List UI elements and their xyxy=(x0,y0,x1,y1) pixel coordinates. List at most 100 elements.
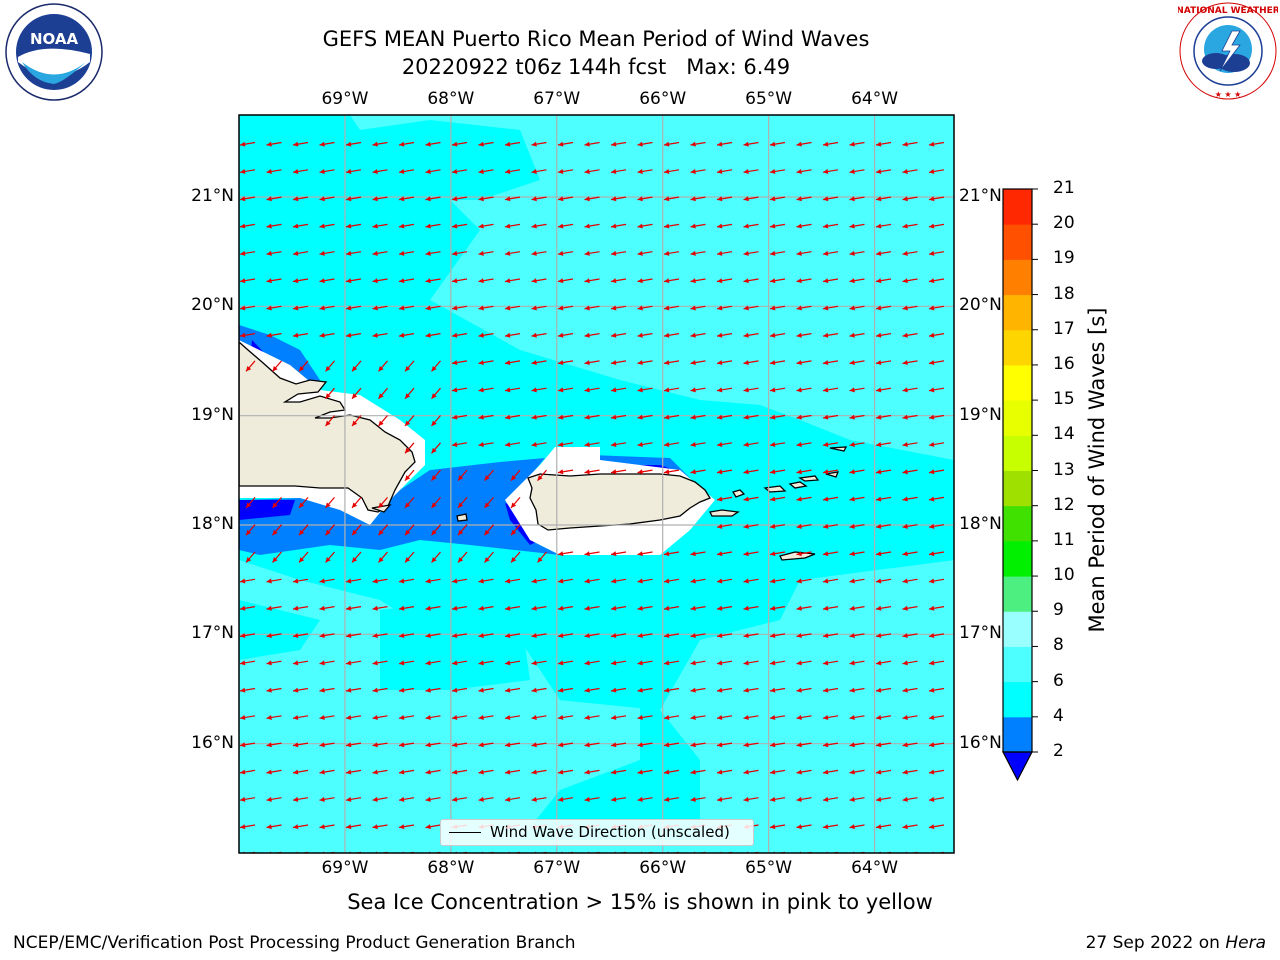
lon-tick-bottom: 66°W xyxy=(639,858,687,878)
wave-arrow xyxy=(239,305,256,311)
wave-arrow xyxy=(239,796,256,802)
wave-arrow xyxy=(398,687,415,693)
wave-arrow xyxy=(849,169,865,174)
wave-arrow xyxy=(902,496,918,502)
wave-arrow xyxy=(875,414,892,420)
wave-arrow xyxy=(584,442,600,447)
wave-arrow xyxy=(425,196,441,202)
wave-arrow xyxy=(584,769,600,775)
wave-arrow xyxy=(663,660,680,666)
wave-arrow xyxy=(266,169,282,174)
colorbar-tick-label: 15 xyxy=(1053,389,1075,410)
wave-arrow xyxy=(796,250,812,256)
wave-arrow xyxy=(266,715,282,720)
wave-arrow xyxy=(319,332,335,338)
wave-arrow xyxy=(272,360,282,372)
wave-arrow xyxy=(345,605,362,611)
wave-arrow xyxy=(478,660,494,666)
wave-arrow xyxy=(319,824,335,830)
wave-arrow xyxy=(637,469,653,475)
wave-arrow xyxy=(928,523,945,529)
wave-arrow xyxy=(610,469,627,475)
wave-arrow xyxy=(610,169,627,174)
wave-arrow xyxy=(292,196,309,202)
wave-arrow xyxy=(319,633,335,639)
wave-arrow xyxy=(425,824,441,830)
wave-arrow xyxy=(610,442,627,447)
wave-arrow xyxy=(637,332,653,338)
wave-arrow xyxy=(769,387,786,393)
wave-arrow xyxy=(584,551,600,557)
wave-arrow xyxy=(451,360,468,366)
wave-arrow xyxy=(478,141,494,147)
wave-arrow xyxy=(822,605,839,611)
wave-arrow xyxy=(239,605,256,611)
wave-arrow xyxy=(875,223,892,229)
wave-arrow xyxy=(610,578,627,584)
wave-arrow xyxy=(531,387,547,393)
wave-arrow xyxy=(849,605,865,611)
wave-arrow xyxy=(690,796,706,802)
wave-arrow xyxy=(637,169,653,174)
lon-tick-top: 64°W xyxy=(851,89,899,109)
wave-arrow xyxy=(425,250,441,256)
wave-arrow xyxy=(610,687,627,693)
wave-arrow xyxy=(425,141,441,147)
wave-arrow xyxy=(478,196,494,202)
wave-arrow xyxy=(716,660,733,666)
wave-arrow xyxy=(504,414,521,420)
wave-arrow xyxy=(372,169,388,174)
wave-arrow xyxy=(610,796,627,802)
wave-arrow xyxy=(796,169,812,174)
wave-arrow xyxy=(610,551,627,557)
wave-arrow xyxy=(478,633,494,639)
wave-arrow xyxy=(875,332,892,338)
wave-arrow xyxy=(531,169,547,174)
wave-arrow xyxy=(239,332,256,338)
colorbar xyxy=(1002,188,1038,782)
colorbar-tick-label: 17 xyxy=(1053,318,1075,339)
wave-arrow xyxy=(345,305,362,311)
wave-arrow xyxy=(510,497,521,509)
wave-arrow xyxy=(822,469,839,475)
wave-arrow xyxy=(875,687,892,693)
anegada-island xyxy=(829,446,848,452)
wave-arrow xyxy=(928,605,945,611)
wave-arrow xyxy=(451,742,468,748)
wave-arrow xyxy=(351,497,362,509)
wave-arrow xyxy=(531,578,547,584)
wave-arrow xyxy=(478,332,494,338)
wave-arrow xyxy=(663,605,680,611)
wave-arrow xyxy=(796,387,812,393)
colorbar-segment xyxy=(1003,540,1032,577)
wave-arrow xyxy=(637,360,653,366)
wave-arrow xyxy=(325,524,335,536)
wave-arrow xyxy=(743,687,759,693)
legend-line-swatch xyxy=(449,832,481,833)
wave-arrow xyxy=(928,496,945,502)
wave-arrow xyxy=(404,415,415,427)
wave-arrow xyxy=(372,141,388,147)
wave-arrow xyxy=(875,633,892,639)
wave-arrow xyxy=(292,742,309,748)
noaa-logo: NOAA xyxy=(5,3,103,101)
wave-arrow xyxy=(716,305,733,311)
wave-arrow xyxy=(902,769,918,775)
wave-arrow xyxy=(292,769,309,775)
wave-arrow xyxy=(743,250,759,256)
wave-arrow xyxy=(716,223,733,229)
wave-arrow xyxy=(743,141,759,147)
wave-arrow xyxy=(557,715,574,720)
footer-date: 27 Sep 2022 on Hera xyxy=(1086,933,1266,953)
wave-arrow xyxy=(372,769,388,775)
wave-arrow xyxy=(743,278,759,284)
wave-arrow xyxy=(849,141,865,147)
wave-arrow xyxy=(796,523,812,529)
wave-arrow xyxy=(372,332,388,338)
wave-arrow xyxy=(531,715,547,720)
wave-arrow xyxy=(266,687,282,693)
wave-arrow xyxy=(451,223,468,229)
wave-arrow xyxy=(245,524,256,536)
wave-arrow xyxy=(822,141,839,147)
wave-arrow xyxy=(478,742,494,748)
